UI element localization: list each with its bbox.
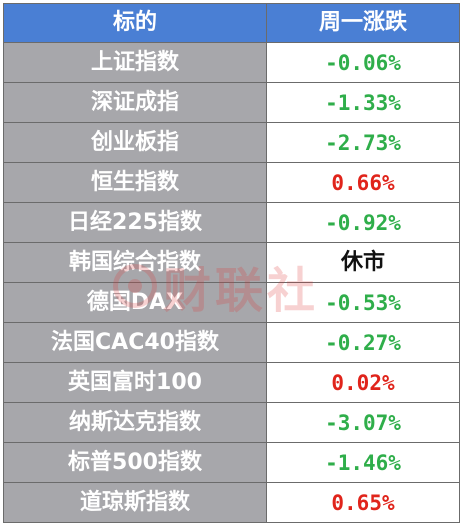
table-row: 道琼斯指数 0.65% [3,482,460,523]
index-name-cell: 纳斯达克指数 [3,402,267,443]
index-name-cell: 日经225指数 [3,202,267,243]
index-name-cell: 韩国综合指数 [3,242,267,283]
table-row: 法国CAC40指数 -0.27% [3,322,460,363]
table-row: 纳斯达克指数 -3.07% [3,402,460,443]
change-cell: -0.92% [266,202,460,243]
table-row: 德国DAX -0.53% [3,282,460,323]
index-name-cell: 法国CAC40指数 [3,322,267,363]
index-name-cell: 英国富时100 [3,362,267,403]
change-cell: 0.65% [266,482,460,523]
change-cell: -3.07% [266,402,460,443]
change-cell: 0.66% [266,162,460,203]
change-cell: -1.33% [266,82,460,123]
index-name-cell: 道琼斯指数 [3,482,267,523]
table-row: 英国富时100 0.02% [3,362,460,403]
table-row: 韩国综合指数 休市 [3,242,460,283]
table-row: 标普500指数 -1.46% [3,442,460,483]
index-name-cell: 标普500指数 [3,442,267,483]
header-index-name: 标的 [3,3,267,43]
index-name-cell: 深证成指 [3,82,267,123]
index-name-cell: 创业板指 [3,122,267,163]
change-cell: -2.73% [266,122,460,163]
change-cell: -0.53% [266,282,460,323]
table-row: 上证指数 -0.06% [3,42,460,83]
index-name-cell: 恒生指数 [3,162,267,203]
market-index-table: 标的 周一涨跌 上证指数 -0.06% 深证成指 -1.33% 创业板指 -2.… [3,3,460,523]
header-monday-change: 周一涨跌 [266,3,460,43]
table-header-row: 标的 周一涨跌 [3,3,460,43]
change-cell: 休市 [266,242,460,283]
change-cell: -1.46% [266,442,460,483]
index-name-cell: 德国DAX [3,282,267,323]
index-name-cell: 上证指数 [3,42,267,83]
table-row: 深证成指 -1.33% [3,82,460,123]
table-row: 恒生指数 0.66% [3,162,460,203]
table-row: 日经225指数 -0.92% [3,202,460,243]
change-cell: -0.06% [266,42,460,83]
table-row: 创业板指 -2.73% [3,122,460,163]
change-cell: -0.27% [266,322,460,363]
market-table-container: 标的 周一涨跌 上证指数 -0.06% 深证成指 -1.33% 创业板指 -2.… [3,3,460,526]
change-cell: 0.02% [266,362,460,403]
